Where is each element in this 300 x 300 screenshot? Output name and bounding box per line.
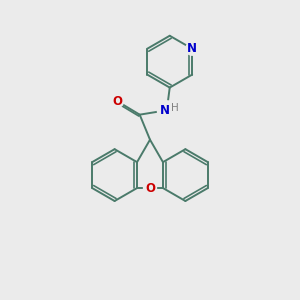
- Text: N: N: [159, 104, 170, 117]
- Text: O: O: [112, 95, 123, 108]
- Circle shape: [112, 95, 124, 107]
- Circle shape: [143, 182, 157, 194]
- Text: N: N: [187, 42, 197, 55]
- Text: O: O: [145, 182, 155, 194]
- Circle shape: [186, 42, 199, 55]
- Text: H: H: [171, 103, 179, 113]
- Circle shape: [158, 101, 176, 120]
